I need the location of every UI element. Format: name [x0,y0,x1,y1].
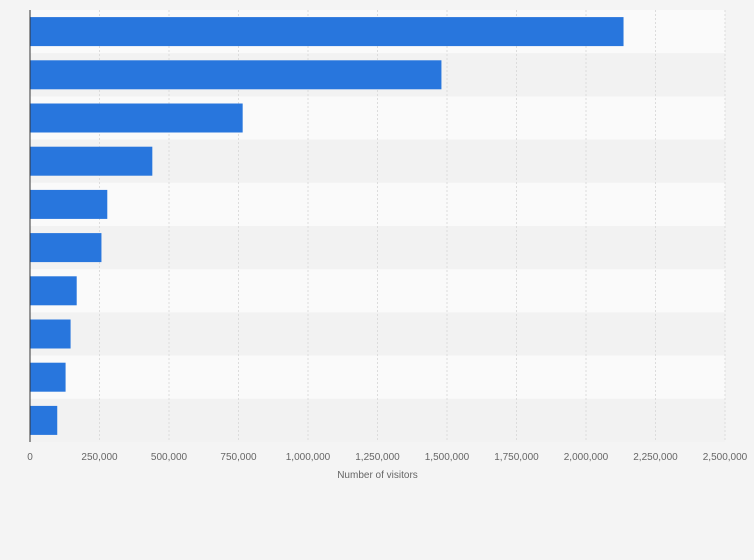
bar[interactable] [30,60,442,90]
x-tick-label: 1,250,000 [355,452,400,463]
bar[interactable] [30,103,243,133]
bar[interactable] [30,233,102,263]
bar[interactable] [30,362,66,392]
bar[interactable] [30,276,77,306]
x-tick-label: 2,250,000 [633,452,678,463]
bars [30,17,624,435]
bar[interactable] [30,189,108,219]
x-axis-title: Number of visitors [337,470,418,481]
x-tick-label: 0 [27,452,33,463]
x-tick-label: 500,000 [151,452,188,463]
bar[interactable] [30,319,71,349]
x-tick-label: 1,750,000 [494,452,539,463]
bar[interactable] [30,17,624,47]
x-tick-label: 2,500,000 [703,452,748,463]
x-tick-label: 250,000 [81,452,118,463]
x-tick-label: 750,000 [220,452,257,463]
bar[interactable] [30,146,153,176]
x-tick-label: 2,000,000 [564,452,609,463]
x-tick-label: 1,500,000 [425,452,470,463]
x-tick-labels: 0 250,000 500,000 750,000 1,000,000 1,250,000… [27,452,747,463]
x-tick-label: 1,000,000 [286,452,331,463]
bar[interactable] [30,405,58,435]
